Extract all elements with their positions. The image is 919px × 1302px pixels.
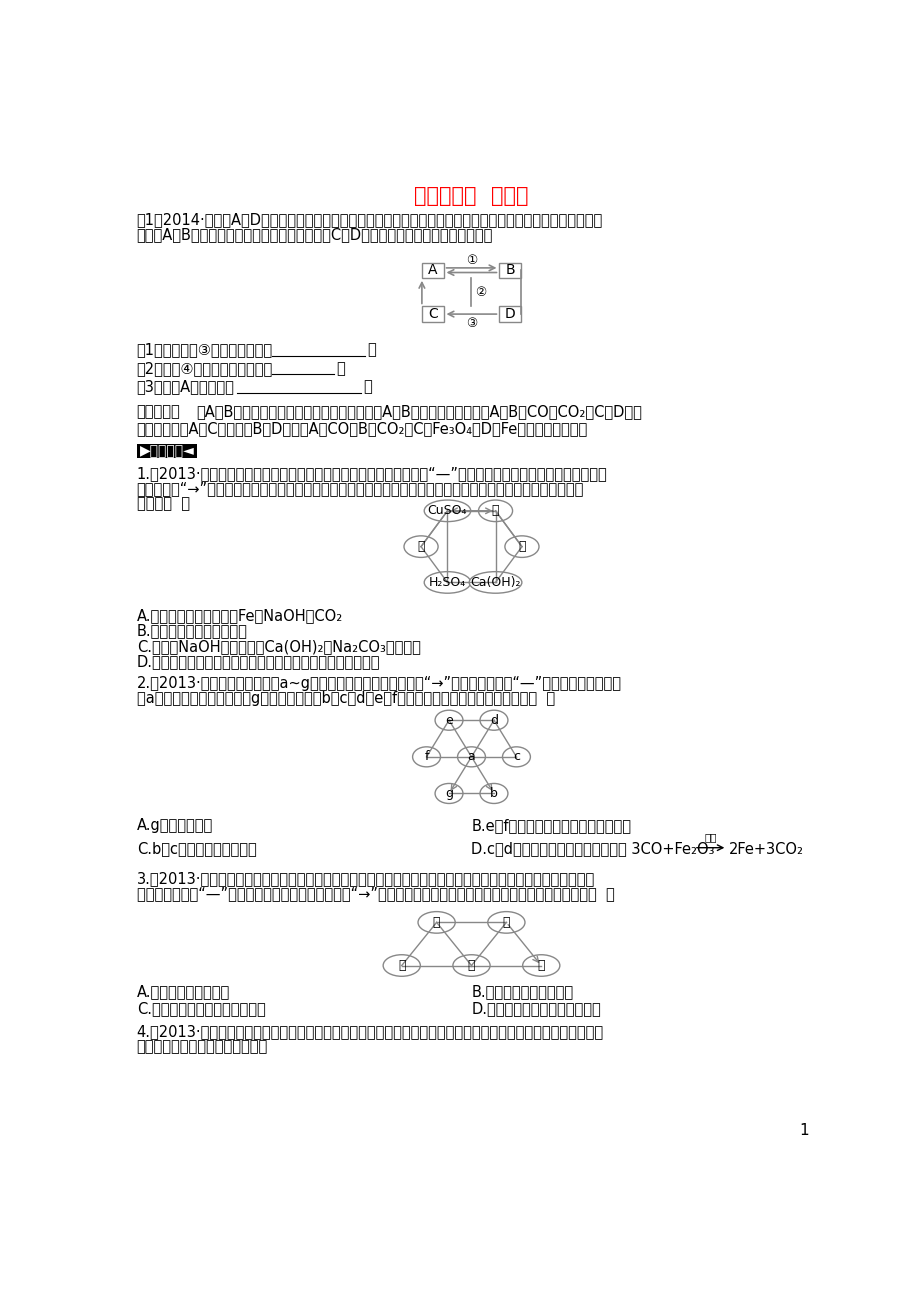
Text: 条件均已略去），转化关系如图：: 条件均已略去），转化关系如图： [137,1039,267,1055]
Text: b: b [490,786,497,799]
Ellipse shape [522,954,560,976]
Ellipse shape [480,710,507,730]
Text: 丙: 丙 [517,540,525,553]
FancyBboxPatch shape [137,444,197,458]
Text: Ca(OH)₂: Ca(OH)₂ [470,575,520,589]
Text: CuSO₄: CuSO₄ [427,504,467,517]
Text: 2.（2013·呼和浩特）如图所示a~g是初中化学常见的物质。图中“→”表示转化关系，“—”表示相互能反应。已: 2.（2013·呼和浩特）如图所示a~g是初中化学常见的物质。图中“→”表示转化… [137,676,621,691]
Text: A.甲、乙、丙可能依次为Fe、NaOH、CO₂: A.甲、乙、丙可能依次为Fe、NaOH、CO₂ [137,608,343,624]
Text: ③: ③ [465,316,477,329]
Text: H₂SO₄: H₂SO₄ [428,575,466,589]
Text: 题型复习七  推断题: 题型复习七 推断题 [414,185,528,206]
Text: B.丙物质只能是氧化物或盐: B.丙物质只能是氧化物或盐 [137,624,247,638]
Ellipse shape [424,572,471,594]
Text: 4.（2013·黄岗）已知甲、乙、丙、丁是初中化学中的四种常见物质，丁是甲与乙、乙与丙反应的生成物之一（反应: 4.（2013·黄岗）已知甲、乙、丙、丁是初中化学中的四种常见物质，丁是甲与乙、… [137,1025,603,1039]
Text: 铁: 铁 [537,960,544,973]
Text: 黑色粉末，且A、C可以得到B和D，可知A为CO，B为CO₂，C为Fe₃O₄，D为Fe，据此便可解答。: 黑色粉末，且A、C可以得到B和D，可知A为CO，B为CO₂，C为Fe₃O₄，D为… [137,421,587,436]
Ellipse shape [452,954,490,976]
FancyBboxPatch shape [499,306,520,322]
Text: 丁: 丁 [467,960,475,973]
Text: C: C [427,307,437,322]
Text: （2）反应④的基本反应类型是：: （2）反应④的基本反应类型是： [137,361,273,376]
Text: D.c、d发生反应的化学方程式只能是 3CO+Fe₂O₃: D.c、d发生反应的化学方程式只能是 3CO+Fe₂O₃ [471,841,714,857]
Ellipse shape [412,747,440,767]
Text: ①: ① [465,254,477,267]
Text: 例1（2014·随州）A～D是初中化学所学的常见物质，其转化关系如图所示（部分反应物和生成物、反应条件已略: 例1（2014·随州）A～D是初中化学所学的常见物质，其转化关系如图所示（部分反… [137,212,602,227]
FancyBboxPatch shape [422,306,443,322]
Text: B.e与f发生的化学反应类型是化合反应: B.e与f发生的化学反应类型是化合反应 [471,819,630,833]
Text: 由A、B常温下为无色气体且组成元素相同，且A与B可以相互转化，可知A、B为CO、CO₂，C、D均为: 由A、B常温下为无色气体且组成元素相同，且A与B可以相互转化，可知A、B为CO、… [196,404,641,419]
Text: 甲: 甲 [417,540,425,553]
Ellipse shape [505,536,539,557]
Text: B: B [505,263,515,277]
Text: ②: ② [475,285,486,298]
Text: A.g是理想的燃料: A.g是理想的燃料 [137,819,212,833]
Text: 知a是人体胃液中含有的酸，g是最轻的气体，b、c、d、e、f都是氧化物。以下说法不正确的是（  ）: 知a是人体胃液中含有的酸，g是最轻的气体，b、c、d、e、f都是氧化物。以下说法… [137,691,554,707]
Text: C.b和c物质中所含元素相同: C.b和c物质中所含元素相同 [137,841,256,857]
Text: D.甲和丁的反应一定是中和反应: D.甲和丁的反应一定是中和反应 [471,1001,601,1016]
Text: D.当甲为一种硷时，它与确酸铜溶液的反应可能产生两种沉淠: D.当甲为一种硷时，它与确酸铜溶液的反应可能产生两种沉淠 [137,655,380,669]
Text: 1.（2013·连云港）下图中甲、乙、丙是初中化学中常见的物质，图中“—”表示相连的物质之间可以在溶液中发生: 1.（2013·连云港）下图中甲、乙、丙是初中化学中常见的物质，图中“—”表示相… [137,466,607,480]
Text: 。: 。 [367,342,375,358]
Text: 甲: 甲 [433,915,440,928]
Text: 乙: 乙 [492,504,499,517]
Text: 去），A、B常温下为无色气体且组成元素相同，C、D均为黑色粉末。请回答下列问题：: 去），A、B常温下为无色气体且组成元素相同，C、D均为黑色粉末。请回答下列问题： [137,227,493,242]
Ellipse shape [480,784,507,803]
Text: f: f [424,750,428,763]
Ellipse shape [502,747,530,767]
Ellipse shape [403,536,437,557]
Text: 高温: 高温 [704,832,716,842]
Ellipse shape [469,572,521,594]
Text: c: c [513,750,519,763]
Text: 2Fe+3CO₂: 2Fe+3CO₂ [728,841,803,857]
Ellipse shape [417,911,455,934]
Text: 1: 1 [798,1124,808,1138]
Text: 3.（2013·宁波）现有铁、氧化铁、稀确酸、氢氧化馒溶液、碳酸馒溶液等五种物质，存在着如图所示的相互应或: 3.（2013·宁波）现有铁、氧化铁、稀确酸、氢氧化馒溶液、碳酸馒溶液等五种物质… [137,871,595,885]
Text: 。: 。 [335,361,345,376]
Text: A: A [427,263,437,277]
Text: 。: 。 [363,380,371,395]
Ellipse shape [487,911,525,934]
Text: B.丁可能是氢氧化馒溶液: B.丁可能是氢氧化馒溶液 [471,984,573,999]
Ellipse shape [435,710,462,730]
Text: D: D [505,307,515,322]
Text: （3）物质A的一种用途: （3）物质A的一种用途 [137,380,234,395]
FancyBboxPatch shape [422,263,443,277]
Ellipse shape [435,784,462,803]
Text: （1）写出反应③的化学方程式：: （1）写出反应③的化学方程式： [137,342,273,358]
Ellipse shape [424,500,471,522]
Text: d: d [490,713,497,727]
Text: A.丙可能是碳酸馒溶液: A.丙可能是碳酸馒溶液 [137,984,230,999]
Text: 乙: 乙 [502,915,509,928]
Ellipse shape [457,747,485,767]
FancyBboxPatch shape [499,263,520,277]
Ellipse shape [478,500,512,522]
Text: 思路点拨：: 思路点拨： [137,404,180,419]
Text: e: e [445,713,452,727]
Text: g: g [445,786,452,799]
Text: 化学反应，“→”表示由某种物质可转化为另一种物质（部分反应物、生成物及反应条件已略去）。下列说法中不正: 化学反应，“→”表示由某种物质可转化为另一种物质（部分反应物、生成物及反应条件已… [137,482,584,496]
Text: a: a [467,750,475,763]
Text: 丙: 丙 [398,960,405,973]
Text: 转化关系（图中“—”表示物质间可以发生化学反应，“→”表示物质间存在相应的转化关系）。下列判断合理的是（  ）: 转化关系（图中“—”表示物质间可以发生化学反应，“→”表示物质间存在相应的转化关… [137,887,614,901]
Text: 确的是（  ）: 确的是（ ） [137,496,189,512]
Text: C.当乙为NaOH时，它可由Ca(OH)₂与Na₂CO₃反应生成: C.当乙为NaOH时，它可由Ca(OH)₂与Na₂CO₃反应生成 [137,639,420,654]
Text: C.乙必须通过置换反应转化为铁: C.乙必须通过置换反应转化为铁 [137,1001,266,1016]
Ellipse shape [382,954,420,976]
Text: ▶针对训练◄: ▶针对训练◄ [140,444,194,458]
